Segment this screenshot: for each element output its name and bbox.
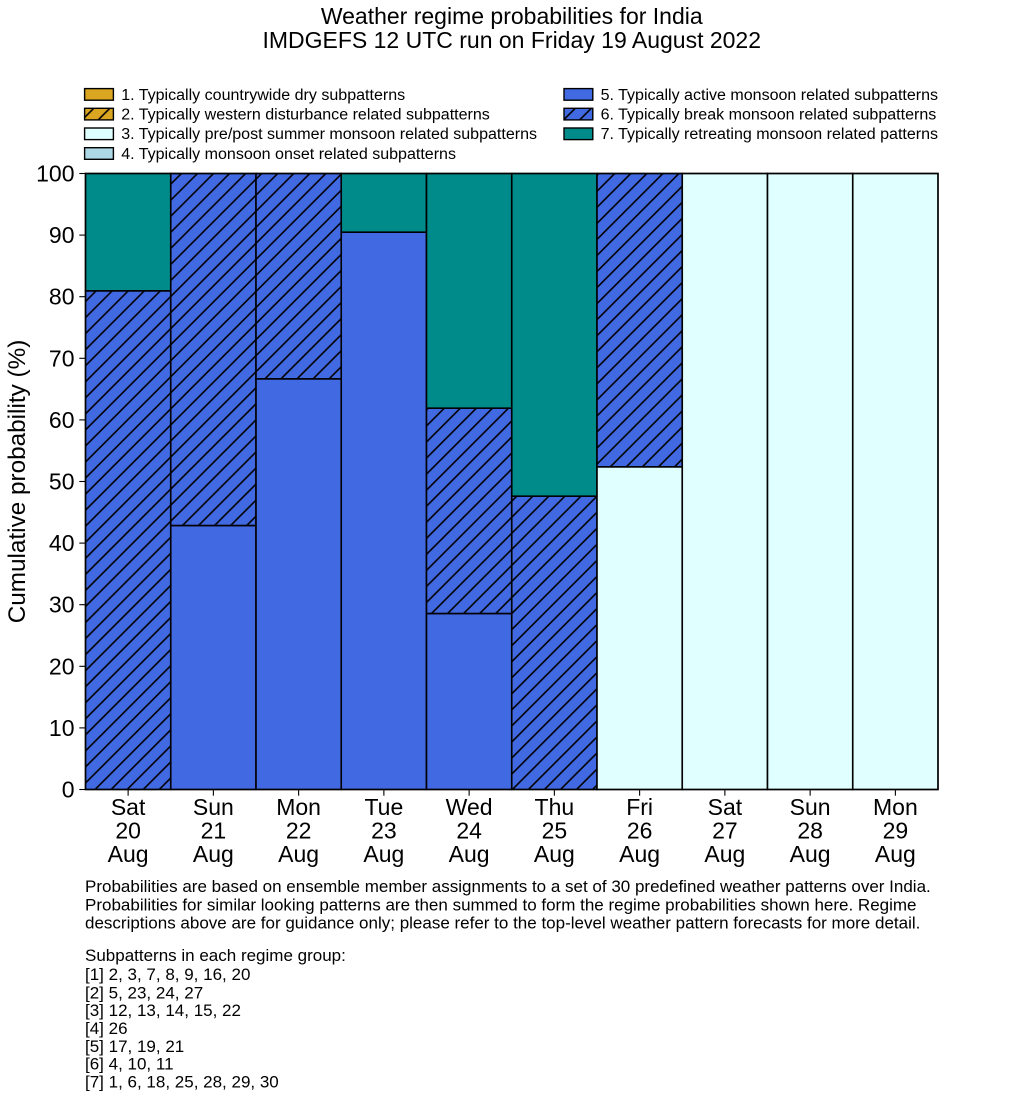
svg-text:Aug: Aug [790, 841, 831, 867]
svg-text:60: 60 [49, 407, 75, 433]
svg-text:27: 27 [712, 817, 738, 843]
svg-text:7. Typically retreating monsoo: 7. Typically retreating monsoon related … [601, 125, 938, 143]
svg-text:Sun: Sun [790, 794, 831, 820]
svg-text:Sun: Sun [193, 794, 234, 820]
svg-text:5. Typically active monsoon re: 5. Typically active monsoon related subp… [601, 86, 938, 104]
svg-text:2. Typically western disturban: 2. Typically western disturbance related… [121, 106, 490, 124]
svg-text:descriptions above are for gui: descriptions above are for guidance only… [85, 914, 920, 933]
svg-text:Aug: Aug [193, 841, 234, 867]
svg-text:3. Typically pre/post summer m: 3. Typically pre/post summer monsoon rel… [121, 125, 537, 143]
svg-text:Cumulative probability (%): Cumulative probability (%) [4, 340, 31, 624]
svg-text:[7] 1, 6, 18, 25, 28, 29, 30: [7] 1, 6, 18, 25, 28, 29, 30 [85, 1072, 279, 1091]
svg-text:20: 20 [49, 653, 75, 679]
svg-text:Mon: Mon [276, 794, 321, 820]
svg-text:Sat: Sat [708, 794, 743, 820]
svg-text:[5] 17, 19, 21: [5] 17, 19, 21 [85, 1037, 184, 1056]
svg-text:0: 0 [62, 777, 75, 803]
svg-text:26: 26 [627, 817, 653, 843]
svg-text:100: 100 [36, 161, 74, 187]
svg-text:10: 10 [49, 715, 75, 741]
svg-text:Thu: Thu [535, 794, 575, 820]
svg-text:Aug: Aug [108, 841, 149, 867]
svg-text:4. Typically monsoon onset rel: 4. Typically monsoon onset related subpa… [121, 145, 456, 163]
svg-text:Probabilities are based on ens: Probabilities are based on ensemble memb… [85, 877, 931, 896]
svg-text:21: 21 [201, 817, 227, 843]
svg-text:Aug: Aug [704, 841, 745, 867]
svg-text:Probabilities for similar look: Probabilities for similar looking patter… [85, 895, 917, 914]
svg-text:29: 29 [883, 817, 909, 843]
svg-text:Subpatterns in each regime gro: Subpatterns in each regime group: [85, 946, 346, 965]
svg-text:Wed: Wed [446, 794, 493, 820]
svg-text:70: 70 [49, 345, 75, 371]
svg-text:30: 30 [49, 592, 75, 618]
svg-text:Tue: Tue [364, 794, 403, 820]
svg-text:[1] 2, 3, 7, 8, 9, 16, 20: [1] 2, 3, 7, 8, 9, 16, 20 [85, 965, 250, 984]
svg-text:50: 50 [49, 469, 75, 495]
svg-text:80: 80 [49, 284, 75, 310]
svg-text:Aug: Aug [278, 841, 319, 867]
svg-text:Aug: Aug [534, 841, 575, 867]
svg-text:Aug: Aug [619, 841, 660, 867]
svg-text:IMDGEFS 12 UTC run on Friday 1: IMDGEFS 12 UTC run on Friday 19 August 2… [262, 27, 761, 53]
svg-text:24: 24 [456, 817, 482, 843]
svg-text:Mon: Mon [873, 794, 918, 820]
svg-text:40: 40 [49, 530, 75, 556]
svg-text:[4] 26: [4] 26 [85, 1019, 128, 1038]
svg-text:20: 20 [115, 817, 141, 843]
svg-text:25: 25 [542, 817, 568, 843]
svg-text:1. Typically countrywide dry s: 1. Typically countrywide dry subpatterns [121, 86, 405, 104]
svg-text:Sat: Sat [111, 794, 146, 820]
svg-text:22: 22 [286, 817, 312, 843]
svg-text:90: 90 [49, 222, 75, 248]
svg-text:[2] 5, 23, 24, 27: [2] 5, 23, 24, 27 [85, 984, 203, 1003]
svg-text:Aug: Aug [449, 841, 490, 867]
svg-text:Weather regime probabilities f: Weather regime probabilities for India [321, 3, 703, 29]
svg-text:[3] 12, 13, 14, 15, 22: [3] 12, 13, 14, 15, 22 [85, 1001, 241, 1020]
svg-text:28: 28 [797, 817, 823, 843]
svg-text:6. Typically break monsoon rel: 6. Typically break monsoon related subpa… [601, 106, 937, 124]
svg-text:23: 23 [371, 817, 397, 843]
svg-text:Aug: Aug [363, 841, 404, 867]
svg-text:Fri: Fri [626, 794, 653, 820]
svg-text:[6] 4, 10, 11: [6] 4, 10, 11 [85, 1055, 174, 1074]
svg-text:Aug: Aug [875, 841, 916, 867]
